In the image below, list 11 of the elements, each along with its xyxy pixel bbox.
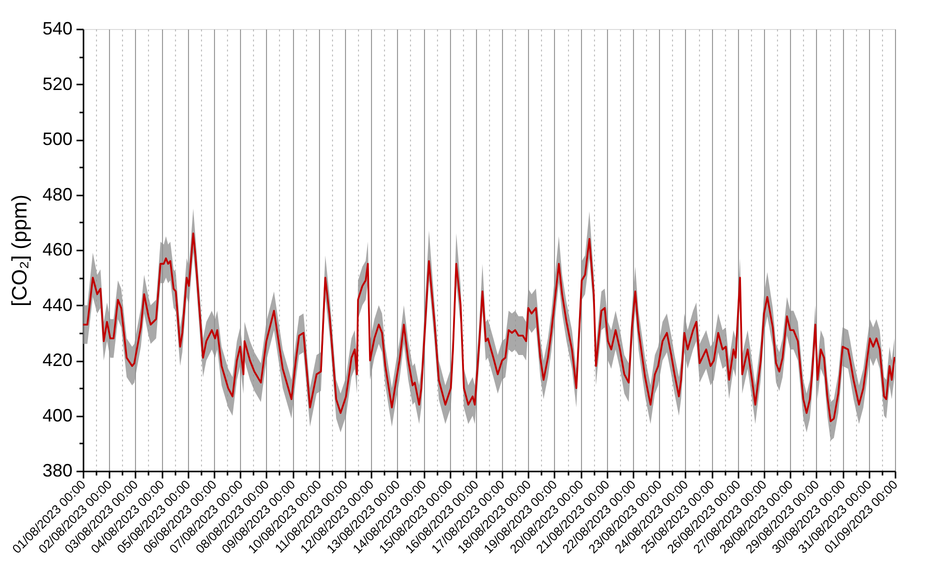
y-tick-label: 400	[42, 405, 72, 426]
y-tick-label: 460	[42, 240, 72, 260]
y-tick-label: 480	[42, 184, 72, 204]
y-tick-label: 500	[42, 129, 72, 149]
y-axis-title: [CO₂] (ppm)	[8, 194, 32, 306]
y-tick-label: 520	[42, 74, 72, 94]
y-tick-label: 440	[42, 294, 72, 315]
y-tick-label: 540	[42, 18, 72, 38]
y-tick-label: 420	[42, 350, 72, 370]
y-tick-label: 380	[42, 460, 72, 480]
line-series	[83, 232, 895, 422]
